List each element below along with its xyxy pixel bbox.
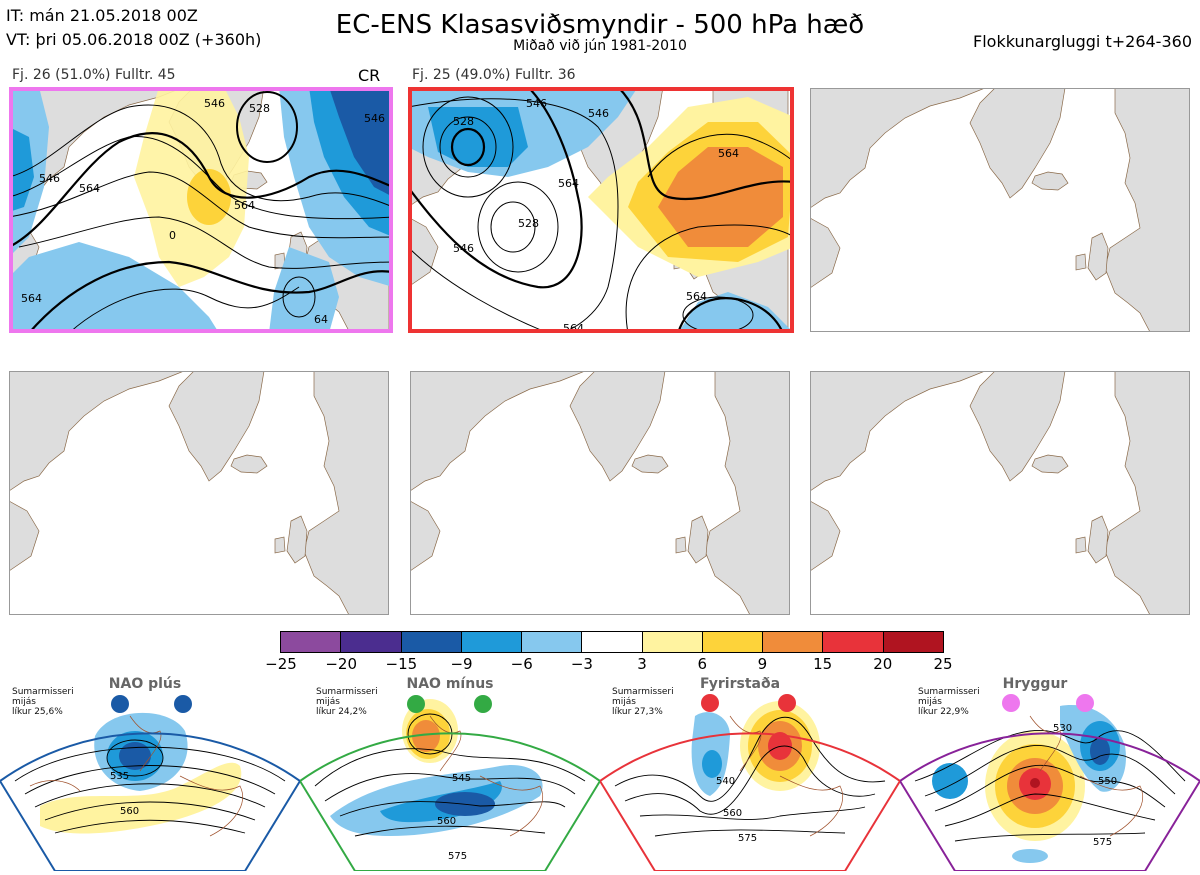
colorbar-swatch [763, 632, 824, 652]
cluster-2-label: Fj. 25 (49.0%) Fulltr. 36 [412, 67, 576, 83]
cluster-1-contour-label: 546 [39, 172, 60, 185]
regime-marker-dot [174, 695, 192, 713]
colorbar-tick-label: 25 [933, 655, 953, 673]
cluster-1-contour-label: 546 [204, 97, 225, 110]
cluster-1-contour-label: 528 [249, 102, 270, 115]
cluster-1-contour-label: 546 [364, 112, 385, 125]
colorbar-tick-label: −9 [450, 655, 473, 673]
regime-marker-dot [111, 695, 129, 713]
regime-ridge-map: 530 550 575 [898, 676, 1200, 872]
cluster-1-contour-label: 564 [234, 199, 255, 212]
cluster-4-map [9, 371, 389, 615]
regime-marker-dot [778, 694, 796, 712]
regime-nao-minus-contour-label: 545 [452, 773, 471, 784]
colorbar-tick-label: −3 [570, 655, 593, 673]
regime-blocking-contour-label: 575 [738, 833, 757, 844]
regime-nao-minus-info: Sumarmisseri mijás líkur 24,2% [316, 687, 378, 717]
cluster-1-border [9, 87, 393, 333]
regime-nao-plus-map: 535 560 [0, 676, 302, 872]
regime-marker-dot [1002, 694, 1020, 712]
regime-marker-dot [701, 694, 719, 712]
colorbar-tick-label: −25 [265, 655, 297, 673]
cluster-2-contour-label: 564 [563, 322, 584, 333]
regime-nao-minus-name: NAO mínus [406, 676, 494, 692]
cluster-3-map [810, 88, 1190, 332]
colorbar-swatch [341, 632, 402, 652]
regime-nao-plus-contour-label: 535 [110, 771, 129, 782]
init-time: IT: mán 21.05.2018 00Z [6, 6, 198, 25]
colorbar [280, 631, 944, 653]
cluster-2-contour-label: 546 [453, 242, 474, 255]
regime-marker-dot [407, 695, 425, 713]
page-subtitle: Miðað við jún 1981-2010 [513, 38, 687, 54]
colorbar-tick-label: 15 [813, 655, 833, 673]
colorbar-tick-label: 6 [697, 655, 708, 673]
cluster-5-map [410, 371, 790, 615]
cluster-2-contour-label: 528 [453, 115, 474, 128]
cluster-2-contour-label: 564 [718, 147, 739, 160]
cluster-2-border [408, 87, 794, 333]
regime-ridge-contour-label: 550 [1098, 776, 1117, 787]
cluster-1-regime: CR [358, 66, 381, 85]
colorbar-swatch [883, 632, 943, 652]
regime-blocking-map: 540 560 575 [598, 676, 902, 872]
cluster-2-contour-label: 564 [558, 177, 579, 190]
cluster-1-contour-label: 564 [21, 292, 42, 305]
regime-nao-minus-map: 545 560 575 [298, 676, 602, 872]
regime-blocking-contour-label: 540 [716, 776, 735, 787]
regime-ridge-info: Sumarmisseri mijás líkur 22,9% [918, 687, 980, 717]
cluster-2-contour-label: 564 [686, 290, 707, 303]
colorbar-swatch [702, 632, 764, 652]
colorbar-swatch [281, 632, 342, 652]
valid-time: VT: þri 05.06.2018 00Z (+360h) [6, 30, 262, 49]
regime-blocking-name: Fyrirstaða [699, 676, 781, 692]
cluster-1-contour-label: 64 [314, 313, 328, 326]
colorbar-tick-label: 3 [637, 655, 647, 673]
regime-nao-minus-contour-label: 560 [437, 816, 456, 827]
regime-nao-plus-contour-label: 560 [120, 806, 139, 817]
colorbar-swatch [401, 632, 462, 652]
colorbar-swatch [582, 632, 643, 652]
cluster-2-contour-label: 546 [588, 107, 609, 120]
regime-ridge-name: Hryggur [1002, 676, 1068, 692]
cluster-1-contour-label: 564 [79, 182, 100, 195]
colorbar-tick-label: −6 [510, 655, 533, 673]
cluster-2-map: 528 546 546 564 564 528 546 564 564 [408, 87, 794, 333]
regime-marker-dot [474, 695, 492, 713]
cluster-2-contour-label: 546 [526, 97, 547, 110]
regime-blocking-info: Sumarmisseri mijás líkur 27,3% [612, 687, 674, 717]
colorbar-tick-label: −20 [325, 655, 357, 673]
colorbar-tick-label: −15 [385, 655, 418, 673]
colorbar-swatch [461, 632, 523, 652]
cluster-1-map: 546 528 546 564 564 546 564 0 64 [9, 87, 393, 333]
colorbar-swatch [642, 632, 703, 652]
colorbar-tick-label: 20 [873, 655, 893, 673]
regime-nao-plus-name: NAO plús [108, 676, 182, 692]
colorbar-tick-label: 9 [757, 655, 768, 673]
cluster-1-contour-label: 0 [169, 229, 176, 242]
regime-nao-minus-contour-label: 575 [448, 851, 467, 862]
colorbar-swatch [823, 632, 884, 652]
regime-marker-dot [1076, 694, 1094, 712]
cluster-2-contour-label: 528 [518, 217, 539, 230]
classification-window: Flokkunargluggi t+264-360 [973, 32, 1192, 51]
cluster-1-label: Fj. 26 (51.0%) Fulltr. 45 [12, 67, 176, 83]
colorbar-swatch [522, 632, 583, 652]
regime-nao-plus-info: Sumarmisseri mijás líkur 25,6% [12, 687, 74, 717]
page-title: EC-ENS Klasasviðsmyndir - 500 hPa hæð [335, 10, 865, 40]
regime-ridge-contour-label: 575 [1093, 837, 1112, 848]
cluster-6-map [810, 371, 1190, 615]
regime-ridge-contour-label: 530 [1053, 723, 1072, 734]
regime-blocking-contour-label: 560 [723, 808, 742, 819]
